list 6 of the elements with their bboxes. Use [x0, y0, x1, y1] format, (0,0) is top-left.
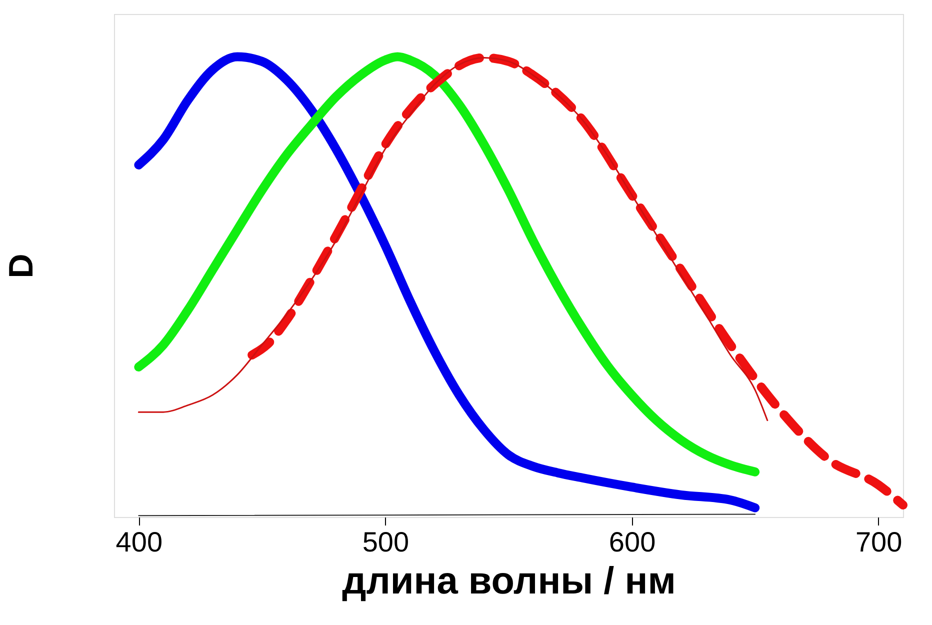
x-tick-label: 400 — [116, 526, 163, 558]
x-tick-label: 600 — [608, 526, 656, 558]
x-tick-label: 500 — [362, 526, 410, 558]
y-axis-title: D — [2, 254, 40, 278]
x-axis-title: длина волны / нм — [342, 560, 676, 602]
x-tick-label: 700 — [855, 526, 902, 558]
